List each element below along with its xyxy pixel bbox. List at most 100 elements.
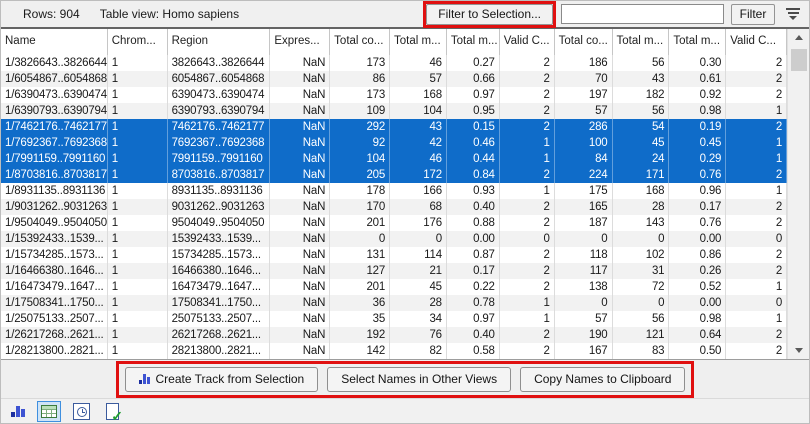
filter-input[interactable]: [561, 4, 724, 24]
table-row[interactable]: 1/6390473..6390474 1 6390473..6390474 NaN 17…: [1, 87, 788, 103]
table-cell: 0: [500, 231, 555, 247]
column-header-0[interactable]: Name: [1, 29, 108, 55]
table-row[interactable]: 1/26217268..2621... 1 26217268..2621... NaN…: [1, 327, 788, 343]
table-cell: 1/3826643..3826644: [1, 55, 108, 71]
table-cell: 168: [613, 183, 670, 199]
track-view-button[interactable]: [7, 402, 29, 421]
table-cell: NaN: [270, 279, 331, 295]
table-cell: 0.58: [447, 343, 500, 359]
copy-names-to-clipboard-button[interactable]: Copy Names to Clipboard: [520, 366, 686, 392]
table-cell: 57: [390, 71, 447, 87]
table-row[interactable]: 1/9504049..9504050 1 9504049..9504050 NaN 20…: [1, 215, 788, 231]
table-row[interactable]: 1/8703816..8703817 1 8703816..8703817 NaN 20…: [1, 167, 788, 183]
scroll-down-button[interactable]: [788, 342, 809, 359]
table-cell: 92: [330, 135, 391, 151]
table-cell: 201: [330, 215, 391, 231]
history-view-button[interactable]: [69, 399, 94, 423]
column-header-2[interactable]: Region: [167, 29, 271, 55]
table-cell: 0.87: [447, 247, 500, 263]
table-view-icon: [41, 405, 57, 418]
table-cell: 292: [330, 119, 391, 135]
table-cell: 0.76: [669, 215, 727, 231]
table-cell: 143: [613, 215, 670, 231]
table-cell: 0.86: [669, 247, 727, 263]
table-cell: 1: [108, 119, 168, 135]
filter-options-icon[interactable]: [784, 8, 802, 20]
table-view-label: Table view: Homo sapiens: [99, 7, 240, 21]
table-cell: 1/15392433..1539...: [1, 231, 108, 247]
table-cell: 8931135..8931136: [168, 183, 271, 199]
table-row[interactable]: 1/7991159..7991160 1 7991159..7991160 NaN 10…: [1, 151, 788, 167]
table-cell: 1: [108, 215, 168, 231]
column-header-7[interactable]: Valid C...: [499, 29, 555, 55]
table-cell: 0.29: [669, 151, 727, 167]
table-row[interactable]: 1/6390793..6390794 1 6390793..6390794 NaN 10…: [1, 103, 788, 119]
table-row[interactable]: 1/16466380..1646... 1 16466380..1646... NaN…: [1, 263, 788, 279]
table-cell: 0: [726, 231, 788, 247]
table-cell: 167: [555, 343, 613, 359]
table-row[interactable]: 1/8931135..8931136 1 8931135..8931136 NaN 17…: [1, 183, 788, 199]
table-row[interactable]: 1/9031262..9031263 1 9031262..9031263 NaN 17…: [1, 199, 788, 215]
table-cell: 1/6054867..6054868: [1, 71, 108, 87]
table-cell: 1: [108, 103, 168, 119]
table-row[interactable]: 1/15392433..1539... 1 15392433..1539... NaN…: [1, 231, 788, 247]
filter-button[interactable]: Filter: [731, 3, 775, 25]
table-row[interactable]: 1/17508341..1750... 1 17508341..1750... NaN…: [1, 295, 788, 311]
table-row[interactable]: 1/15734285..1573... 1 15734285..1573... NaN…: [1, 247, 788, 263]
column-header-11[interactable]: Valid C...: [726, 29, 788, 55]
create-track-from-selection-button[interactable]: Create Track from Selection: [124, 366, 319, 392]
table-cell: 173: [330, 87, 391, 103]
scrollbar-thumb[interactable]: [791, 49, 808, 71]
table-view-button[interactable]: [37, 401, 61, 422]
table-cell: 205: [330, 167, 391, 183]
table-cell: 1: [500, 151, 555, 167]
table-cell: NaN: [270, 247, 331, 263]
table-cell: 109: [330, 103, 391, 119]
table-row[interactable]: 1/28213800..2821... 1 28213800..2821... NaN…: [1, 343, 788, 359]
column-header-4[interactable]: Total co...: [330, 29, 391, 55]
table-row[interactable]: 1/16473479..1647... 1 16473479..1647... NaN…: [1, 279, 788, 295]
scroll-up-button[interactable]: [788, 29, 809, 46]
table-cell: 83: [613, 343, 670, 359]
table-cell: 182: [613, 87, 670, 103]
column-header-9[interactable]: Total m...: [612, 29, 670, 55]
column-header-6[interactable]: Total m...: [446, 29, 500, 55]
table-cell: 0: [390, 231, 447, 247]
table-cell: 21: [390, 263, 447, 279]
column-header-5[interactable]: Total m...: [390, 29, 447, 55]
table-cell: 1: [726, 103, 788, 119]
table-cell: 1: [108, 295, 168, 311]
table-cell: 1/6390793..6390794: [1, 103, 108, 119]
table-row[interactable]: 1/6054867..6054868 1 6054867..6054868 NaN 86…: [1, 71, 788, 87]
column-header-10[interactable]: Total m...: [669, 29, 727, 55]
table-row[interactable]: 1/7462176..7462177 1 7462176..7462177 NaN 29…: [1, 119, 788, 135]
table-row[interactable]: 1/3826643..3826644 1 3826643..3826644 NaN 17…: [1, 55, 788, 71]
table-row[interactable]: 1/7692367..7692368 1 7692367..7692368 NaN 92…: [1, 135, 788, 151]
table-cell: 0: [330, 231, 391, 247]
track-chart-icon: [11, 406, 25, 417]
table-cell: 2: [726, 199, 788, 215]
table-cell: 1/7692367..7692368: [1, 135, 108, 151]
table-cell: 100: [555, 135, 613, 151]
table-cell: 1: [108, 71, 168, 87]
table-cell: 166: [390, 183, 447, 199]
column-header-3[interactable]: Expres...: [270, 29, 331, 55]
table-cell: 2: [500, 55, 555, 71]
column-header-8[interactable]: Total co...: [554, 29, 613, 55]
select-names-in-other-views-button[interactable]: Select Names in Other Views: [327, 366, 512, 392]
table-cell: 178: [330, 183, 391, 199]
table-row[interactable]: 1/25075133..2507... 1 25075133..2507... NaN…: [1, 311, 788, 327]
table-cell: 8703816..8703817: [168, 167, 271, 183]
arrow-down-icon: [794, 348, 803, 353]
table-cell: 28213800..2821...: [168, 343, 271, 359]
table-cell: 1/6390473..6390474: [1, 87, 108, 103]
column-header-1[interactable]: Chrom...: [107, 29, 168, 55]
element-info-button[interactable]: [102, 399, 129, 423]
table-cell: 186: [555, 55, 613, 71]
table-cell: 117: [555, 263, 613, 279]
track-chart-icon: [138, 374, 150, 384]
vertical-scrollbar[interactable]: [787, 29, 809, 359]
table-cell: 1: [108, 343, 168, 359]
filter-to-selection-button[interactable]: Filter to Selection...: [426, 3, 553, 25]
